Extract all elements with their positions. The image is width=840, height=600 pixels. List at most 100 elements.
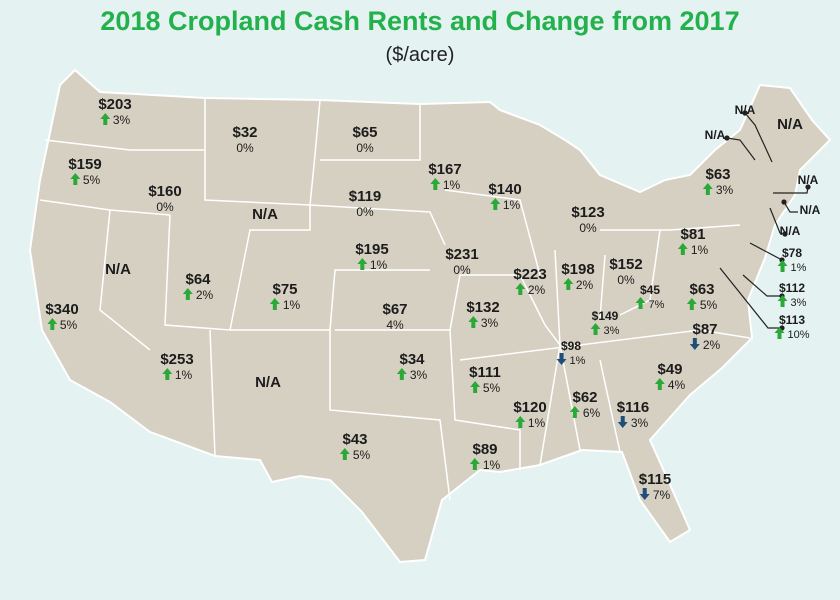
arrow-up-icon (774, 327, 785, 343)
state-label: $45 7% (635, 284, 664, 313)
rent-value: $123 (571, 204, 605, 221)
change-text: 3% (790, 297, 807, 309)
rent-change: 6% (569, 406, 600, 421)
state-label: $78 1% (777, 247, 806, 276)
rent-value: $49 (657, 361, 683, 378)
rent-value: $67 (382, 301, 408, 318)
state-label: $87 2% (689, 322, 721, 353)
state-label: $67 4% (382, 301, 408, 333)
state-label: $119 0% (348, 188, 382, 220)
arrow-up-icon (777, 260, 788, 276)
arrow-up-icon (469, 458, 480, 473)
rent-value: $113 (778, 313, 806, 327)
rent-value: N/A (779, 224, 801, 238)
rent-value: $89 (472, 441, 498, 458)
rent-change: 0% (349, 205, 382, 219)
rent-value: $32 (232, 124, 258, 141)
change-text: 1% (482, 458, 501, 472)
change-text: 0% (579, 221, 597, 235)
rent-change: 1% (355, 258, 388, 273)
state-label: $89 1% (469, 441, 501, 473)
page-title: 2018 Cropland Cash Rents and Change from… (100, 6, 740, 36)
arrow-up-icon (46, 318, 57, 333)
rent-change: 1% (160, 368, 193, 383)
rent-change: 1% (777, 260, 806, 276)
state-label: $111 5% (469, 365, 501, 396)
change-text: 4% (667, 378, 686, 392)
leader-lines (719, 110, 811, 331)
change-text: 0% (356, 141, 374, 155)
rent-value: N/A (799, 203, 821, 217)
rent-change: 3% (466, 316, 499, 331)
rent-value: $115 (638, 471, 672, 488)
state-label: $159 5% (68, 157, 101, 188)
rent-value: $43 (342, 431, 368, 448)
rent-value: $62 (572, 389, 598, 406)
change-text: 5% (352, 448, 371, 462)
rent-value: $160 (148, 183, 182, 200)
rent-value: $198 (561, 261, 595, 278)
rent-change: 3% (702, 183, 733, 198)
change-text: 3% (409, 368, 428, 382)
change-text: 3% (603, 325, 620, 337)
rent-value: $149 (591, 309, 619, 323)
change-text: 2% (195, 288, 214, 302)
change-text: 1% (690, 243, 709, 257)
rent-value: $112 (778, 281, 806, 295)
change-text: 1% (569, 355, 586, 367)
rent-value: $132 (466, 299, 500, 316)
state-label: $167 1% (428, 162, 461, 193)
rent-change: 2% (689, 338, 721, 353)
change-text: 0% (617, 273, 635, 287)
rent-value: $75 (272, 281, 298, 298)
state-label: N/A (105, 262, 131, 278)
rent-change: 0% (571, 221, 604, 235)
arrow-up-icon (467, 316, 478, 331)
rent-change: 0% (232, 141, 257, 155)
state-label: N/A (800, 204, 821, 217)
arrow-up-icon (514, 416, 525, 431)
change-text: 2% (702, 338, 721, 352)
rent-change: 5% (469, 381, 501, 396)
state-label: $115 7% (639, 472, 672, 503)
arrow-up-icon (514, 283, 525, 298)
state-label: N/A (780, 225, 801, 238)
state-label: $113 10% (774, 313, 810, 343)
state-label: N/A (255, 375, 281, 391)
arrow-up-icon (489, 198, 500, 213)
arrow-up-icon (677, 243, 688, 258)
arrow-up-icon (269, 298, 280, 313)
rent-value: $98 (560, 339, 582, 353)
state-label: $112 3% (777, 281, 807, 311)
rent-change: 2% (182, 288, 214, 303)
arrow-up-icon (99, 113, 110, 128)
rent-change: 3% (777, 295, 807, 311)
rent-value: $116 (616, 399, 650, 416)
state-label: N/A (777, 117, 803, 133)
state-label: $49 4% (654, 361, 686, 393)
change-text: 0% (236, 141, 254, 155)
rent-value: $34 (399, 351, 425, 368)
state-label: $253 1% (160, 352, 193, 383)
state-label: $149 3% (590, 309, 620, 339)
state-label: $195 1% (355, 242, 388, 273)
state-label: $75 1% (269, 281, 300, 313)
rent-change: 1% (556, 353, 586, 369)
rent-change: 7% (635, 297, 664, 313)
arrow-up-icon (339, 448, 350, 463)
rent-change: 4% (382, 318, 407, 332)
state-label: $64 2% (182, 272, 214, 303)
arrow-up-icon (702, 183, 713, 198)
state-label: $65 0% (352, 125, 377, 156)
rent-change: 5% (68, 173, 101, 188)
rent-value: $203 (98, 96, 132, 113)
change-text: 0% (453, 263, 471, 277)
change-text: 7% (652, 488, 671, 502)
rent-value: $119 (348, 188, 382, 205)
state-label: $116 3% (617, 400, 650, 431)
rent-change: 5% (686, 298, 717, 313)
change-text: 3% (480, 316, 499, 330)
arrow-up-icon (396, 368, 407, 383)
rent-change: 2% (513, 283, 546, 298)
state-label: $120 1% (513, 400, 546, 431)
